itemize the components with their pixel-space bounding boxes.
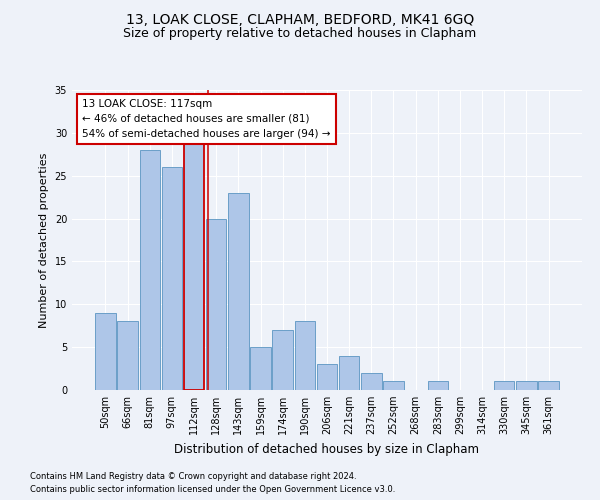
Y-axis label: Number of detached properties: Number of detached properties [39,152,49,328]
X-axis label: Distribution of detached houses by size in Clapham: Distribution of detached houses by size … [175,442,479,456]
Bar [140,150,160,390]
Bar [272,330,293,390]
Bar [250,347,271,390]
Bar [184,142,204,390]
Bar [206,218,226,390]
Text: 13 LOAK CLOSE: 117sqm
← 46% of detached houses are smaller (81)
54% of semi-deta: 13 LOAK CLOSE: 117sqm ← 46% of detached … [82,99,331,138]
Bar [494,382,514,390]
Bar [383,382,404,390]
Bar [516,382,536,390]
Bar [428,382,448,390]
Bar [95,313,116,390]
Text: Contains HM Land Registry data © Crown copyright and database right 2024.: Contains HM Land Registry data © Crown c… [30,472,356,481]
Bar [295,322,315,390]
Bar [228,193,248,390]
Bar [317,364,337,390]
Bar [161,167,182,390]
Text: Size of property relative to detached houses in Clapham: Size of property relative to detached ho… [124,28,476,40]
Bar [118,322,138,390]
Bar [339,356,359,390]
Bar [361,373,382,390]
Text: Contains public sector information licensed under the Open Government Licence v3: Contains public sector information licen… [30,484,395,494]
Bar [538,382,559,390]
Text: 13, LOAK CLOSE, CLAPHAM, BEDFORD, MK41 6GQ: 13, LOAK CLOSE, CLAPHAM, BEDFORD, MK41 6… [126,12,474,26]
